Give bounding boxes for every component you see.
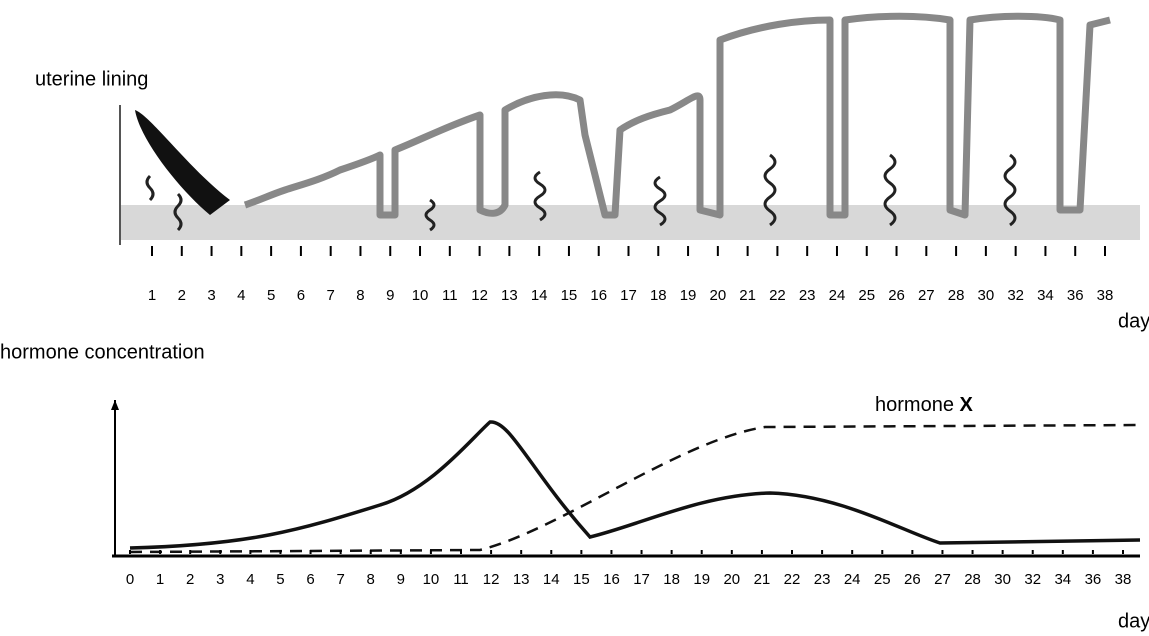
series-label: hormone X [875,394,974,416]
axis-label: days [1118,610,1149,632]
day-label: 27 [934,571,951,588]
day-label: 22 [769,287,786,304]
day-label: 19 [693,571,710,588]
day-label: 5 [276,571,284,588]
day-label: 11 [453,571,469,588]
day-label: 15 [561,287,578,304]
day-label: 20 [723,571,740,588]
day-label: 28 [948,287,965,304]
day-label: 13 [513,571,530,588]
day-label: 32 [1007,287,1024,304]
day-label: 9 [386,287,394,304]
day-label: 2 [178,287,186,304]
day-label: 25 [858,287,875,304]
day-label: 25 [874,571,891,588]
day-label: 21 [754,571,771,588]
day-label: 17 [633,571,650,588]
axis-label: days [1118,310,1149,332]
day-label: 34 [1054,571,1071,588]
day-label: 32 [1024,571,1041,588]
day-label: 26 [904,571,921,588]
day-label: 24 [829,287,846,304]
day-label: 12 [471,287,488,304]
day-label: 16 [590,287,607,304]
day-label: 21 [739,287,756,304]
day-label: 7 [336,571,344,588]
day-label: 23 [799,287,816,304]
day-label: 38 [1097,287,1114,304]
day-label: 14 [531,287,548,304]
day-label: 0 [126,571,134,588]
day-label: 22 [784,571,801,588]
day-label: 28 [964,571,981,588]
lining-illustration [119,12,1140,245]
day-label: 13 [501,287,518,304]
day-label: 5 [267,287,275,304]
day-label: 38 [1115,571,1132,588]
day-label: 8 [367,571,375,588]
day-label: 34 [1037,287,1054,304]
day-label: 23 [814,571,831,588]
day-label: 9 [397,571,405,588]
day-label: 36 [1085,571,1102,588]
day-label: 15 [573,571,590,588]
day-label: 17 [620,287,637,304]
day-label: 16 [603,571,620,588]
day-label: 1 [156,571,164,588]
day-label: 7 [327,287,335,304]
day-label: 18 [650,287,667,304]
day-label: 20 [710,287,727,304]
day-label: 4 [246,571,254,588]
day-label: 8 [356,287,364,304]
day-label: 10 [423,571,440,588]
day-label: 19 [680,287,697,304]
day-label: 2 [186,571,194,588]
day-label: 1 [148,287,156,304]
hormone-chart [111,400,1141,558]
day-label: 12 [483,571,500,588]
day-label: 4 [237,287,245,304]
day-label: 14 [543,571,560,588]
day-label: 10 [412,287,429,304]
day-label: 30 [994,571,1011,588]
day-label: 27 [918,287,935,304]
panel-label: uterine lining [35,68,148,90]
day-label: 3 [207,287,215,304]
day-label: 26 [888,287,905,304]
day-label: 11 [442,287,458,304]
day-label: 6 [297,287,305,304]
day-label: 6 [306,571,314,588]
day-label: 3 [216,571,224,588]
day-label: 24 [844,571,861,588]
day-label: 30 [978,287,995,304]
day-label: 18 [663,571,680,588]
panel-label: hormone concentration [0,341,205,363]
day-label: 36 [1067,287,1084,304]
